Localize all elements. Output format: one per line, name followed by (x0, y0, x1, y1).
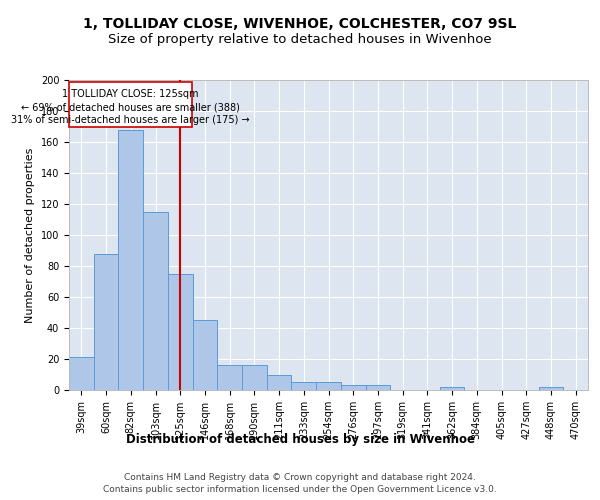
Text: 31% of semi-detached houses are larger (175) →: 31% of semi-detached houses are larger (… (11, 115, 250, 125)
Text: Distribution of detached houses by size in Wivenhoe: Distribution of detached houses by size … (125, 432, 475, 446)
Bar (292, 382, 316, 390)
Bar (316, 382, 341, 390)
Text: 1, TOLLIDAY CLOSE, WIVENHOE, COLCHESTER, CO7 9SL: 1, TOLLIDAY CLOSE, WIVENHOE, COLCHESTER,… (83, 18, 517, 32)
Bar (69, 358, 94, 390)
FancyBboxPatch shape (69, 82, 192, 126)
Bar (267, 374, 292, 390)
Bar (217, 365, 242, 390)
Bar (242, 365, 267, 390)
Bar (94, 254, 118, 390)
Bar (365, 386, 390, 390)
Bar (193, 320, 217, 390)
Text: Size of property relative to detached houses in Wivenhoe: Size of property relative to detached ho… (108, 32, 492, 46)
Y-axis label: Number of detached properties: Number of detached properties (25, 148, 35, 322)
Text: Contains HM Land Registry data © Crown copyright and database right 2024.
Contai: Contains HM Land Registry data © Crown c… (103, 472, 497, 494)
Bar (118, 130, 143, 390)
Bar (143, 212, 168, 390)
Text: 1 TOLLIDAY CLOSE: 125sqm: 1 TOLLIDAY CLOSE: 125sqm (62, 90, 199, 100)
Bar (440, 387, 464, 390)
Bar (168, 274, 193, 390)
Bar (341, 386, 365, 390)
Bar (539, 387, 563, 390)
Text: ← 69% of detached houses are smaller (388): ← 69% of detached houses are smaller (38… (21, 102, 240, 112)
